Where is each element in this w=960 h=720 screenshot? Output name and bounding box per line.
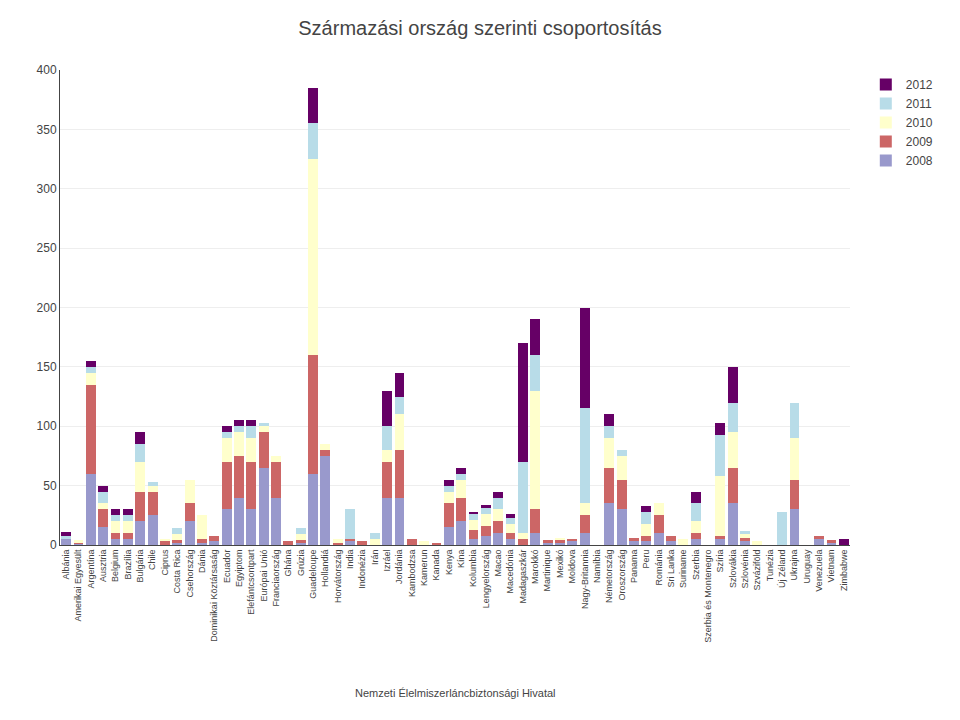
svg-text:Panama: Panama: [629, 550, 639, 584]
svg-text:2010: 2010: [906, 116, 933, 130]
svg-text:Kolumbia: Kolumbia: [468, 550, 478, 588]
svg-text:Costa Rica: Costa Rica: [172, 550, 182, 594]
svg-text:Új Zéland: Új Zéland: [777, 550, 787, 589]
svg-text:Egyiptom: Egyiptom: [234, 550, 244, 588]
svg-text:400: 400: [37, 63, 57, 77]
svg-text:2009: 2009: [906, 135, 933, 149]
svg-text:0: 0: [50, 538, 57, 552]
svg-text:Macedónia: Macedónia: [505, 550, 515, 594]
svg-text:Ecuador: Ecuador: [222, 550, 232, 584]
svg-text:200: 200: [37, 301, 57, 315]
svg-text:Nagy-Britannia: Nagy-Britannia: [580, 550, 590, 610]
svg-text:Kamerun: Kamerun: [419, 550, 429, 587]
svg-text:Dominikai Köztársaság: Dominikai Köztársaság: [209, 550, 219, 642]
svg-text:250: 250: [37, 241, 57, 255]
svg-text:Kenya: Kenya: [444, 550, 454, 576]
svg-text:Lengyelország: Lengyelország: [481, 550, 491, 609]
svg-text:Amerikai Egyesült: Amerikai Egyesült: [73, 549, 83, 622]
svg-text:Dánia: Dánia: [197, 550, 207, 574]
svg-text:2008: 2008: [906, 154, 933, 168]
svg-text:Jordánia: Jordánia: [394, 550, 404, 585]
svg-text:Marokkó: Marokkó: [530, 550, 540, 585]
svg-text:150: 150: [37, 360, 57, 374]
svg-text:Kína: Kína: [456, 550, 466, 569]
svg-text:Ukrajna: Ukrajna: [789, 550, 799, 581]
svg-text:Csehország: Csehország: [185, 550, 195, 598]
svg-text:Származási ország szerinti cso: Származási ország szerinti csoportosítás: [298, 17, 661, 39]
svg-text:Uruguay: Uruguay: [802, 549, 812, 584]
svg-text:Zimbabwe: Zimbabwe: [839, 550, 849, 592]
svg-text:Franciaország: Franciaország: [271, 550, 281, 607]
svg-text:Ghána: Ghána: [283, 550, 293, 577]
svg-text:Oroszország: Oroszország: [617, 550, 627, 601]
svg-text:Madagaszkár: Madagaszkár: [518, 550, 528, 604]
svg-text:Ausztria: Ausztria: [98, 550, 108, 583]
svg-text:Németország: Németország: [604, 550, 614, 604]
svg-text:Szerbia és Montenegro: Szerbia és Montenegro: [703, 550, 713, 643]
svg-text:Kambodzsa: Kambodzsa: [407, 550, 417, 598]
svg-text:Indonézia: Indonézia: [357, 550, 367, 589]
svg-text:Venezuela: Venezuela: [814, 550, 824, 592]
svg-text:Szváziföld: Szváziföld: [752, 550, 762, 591]
svg-text:Románia: Románia: [654, 550, 664, 586]
svg-text:Horvátország: Horvátország: [333, 550, 343, 604]
svg-text:Namíbia: Namíbia: [592, 550, 602, 584]
svg-text:Vietnam: Vietnam: [826, 550, 836, 583]
svg-text:Ciprus: Ciprus: [160, 549, 170, 576]
svg-text:Belgium: Belgium: [110, 550, 120, 583]
svg-text:2011: 2011: [906, 97, 932, 111]
svg-text:50: 50: [43, 479, 57, 493]
svg-text:Guadeloupe: Guadeloupe: [308, 550, 318, 599]
svg-text:Kanada: Kanada: [431, 550, 441, 581]
svg-text:Moldova: Moldova: [567, 550, 577, 584]
svg-text:Irán: Irán: [370, 550, 380, 566]
svg-text:Elefántcsontpart: Elefántcsontpart: [246, 549, 256, 615]
svg-text:Peru: Peru: [641, 550, 651, 569]
svg-text:Sri Lanka: Sri Lanka: [666, 550, 676, 588]
svg-text:Európai Unió: Európai Unió: [259, 550, 269, 602]
svg-text:Brazília: Brazília: [123, 550, 133, 580]
svg-text:350: 350: [37, 123, 57, 137]
svg-text:300: 300: [37, 182, 57, 196]
svg-text:Albánia: Albánia: [61, 550, 71, 580]
svg-text:100: 100: [37, 419, 57, 433]
svg-text:Izráel: Izráel: [382, 550, 392, 572]
svg-text:Grúzia: Grúzia: [296, 550, 306, 577]
svg-text:Szíria: Szíria: [715, 550, 725, 573]
svg-text:Martinique: Martinique: [543, 550, 553, 592]
svg-text:Szlovákia: Szlovákia: [728, 550, 738, 589]
svg-text:India: India: [345, 550, 355, 570]
svg-text:Szlovénia: Szlovénia: [740, 550, 750, 589]
svg-text:Hollandiá: Hollandiá: [320, 550, 330, 588]
svg-text:Suriname: Suriname: [678, 550, 688, 589]
svg-text:Macao: Macao: [493, 550, 503, 577]
svg-text:Chile: Chile: [148, 550, 158, 571]
svg-text:Tunézia: Tunézia: [765, 550, 775, 582]
svg-text:Mexikó: Mexikó: [555, 550, 565, 579]
svg-text:2012: 2012: [906, 78, 933, 92]
svg-text:Szerbia: Szerbia: [691, 550, 701, 581]
svg-text:Bulgária: Bulgária: [135, 550, 145, 583]
svg-text:Nemzeti Élelmiszerláncbiztonsá: Nemzeti Élelmiszerláncbiztonsági Hivatal: [355, 687, 556, 699]
svg-text:Argentína: Argentína: [86, 550, 96, 589]
